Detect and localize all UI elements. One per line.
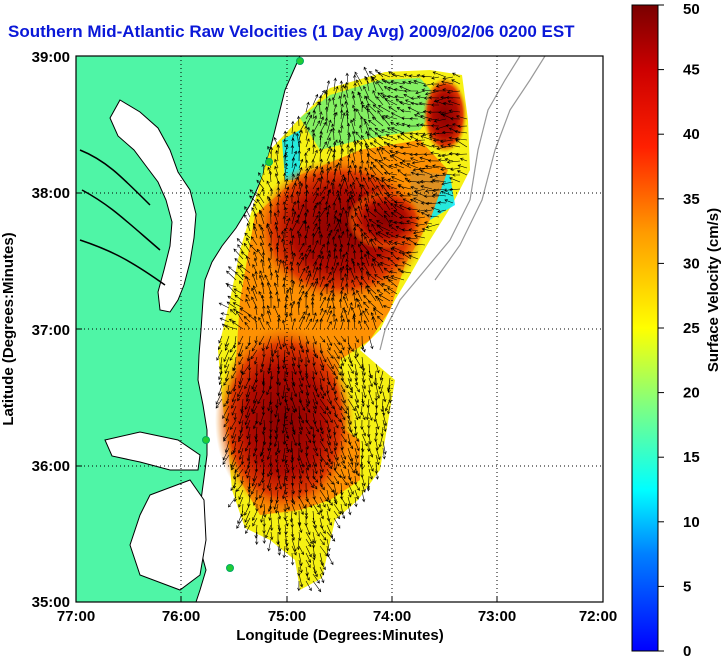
bathymetry-contour: [434, 56, 546, 281]
colorbar-tick-label: 50: [683, 1, 700, 18]
radar-station: [296, 57, 304, 65]
lat-tick-label: 37:00: [32, 322, 70, 339]
lon-tick-label: 76:00: [162, 608, 200, 625]
potomac-river: [79, 149, 166, 286]
colorbar-tick-label: 20: [683, 385, 700, 402]
colorbar-tick-label: 10: [683, 514, 700, 531]
radar-station: [265, 158, 273, 166]
lon-tick-label: 72:00: [579, 608, 617, 625]
lon-tick-label: 75:00: [268, 608, 306, 625]
lon-tick-label: 74:00: [373, 608, 411, 625]
colorbar-tick-label: 5: [683, 578, 691, 595]
velocity-arrow-set: [215, 66, 468, 593]
colorbar: [631, 4, 659, 652]
x-axis-label: Longitude (Degrees:Minutes): [236, 627, 444, 644]
velocity-vectors: [215, 66, 468, 593]
colorbar-tick-label: 15: [683, 449, 700, 466]
chesapeake-bay: [109, 99, 197, 313]
y-axis-label: Latitude (Degrees:Minutes): [0, 232, 17, 425]
lat-tick-label: 35:00: [32, 594, 70, 611]
map-grid: [76, 56, 603, 602]
radar-station: [226, 564, 234, 572]
colorbar-tick-label: 40: [683, 126, 700, 143]
map-title: Southern Mid-Atlantic Raw Velocities (1 …: [8, 22, 575, 41]
colorbar-label: Surface Velocity (cm/s): [705, 208, 722, 372]
lat-tick-label: 39:00: [32, 49, 70, 66]
lat-tick-label: 38:00: [32, 185, 70, 202]
bathymetry-contour: [379, 56, 521, 351]
lat-tick-label: 36:00: [32, 458, 70, 475]
pamlico-sound: [129, 479, 207, 591]
colorbar-tick-label: 0: [683, 643, 691, 659]
albemarle-sound: [104, 431, 201, 471]
colorbar-tick-label: 30: [683, 255, 700, 272]
lon-tick-label: 73:00: [478, 608, 516, 625]
tick-marks: [76, 192, 498, 602]
lon-tick-label: 77:00: [57, 608, 95, 625]
colorbar-tick-label: 25: [683, 320, 700, 337]
radar-station: [202, 436, 210, 444]
colorbar-tick-label: 35: [683, 191, 700, 208]
colorbar-tick-label: 45: [683, 62, 700, 79]
